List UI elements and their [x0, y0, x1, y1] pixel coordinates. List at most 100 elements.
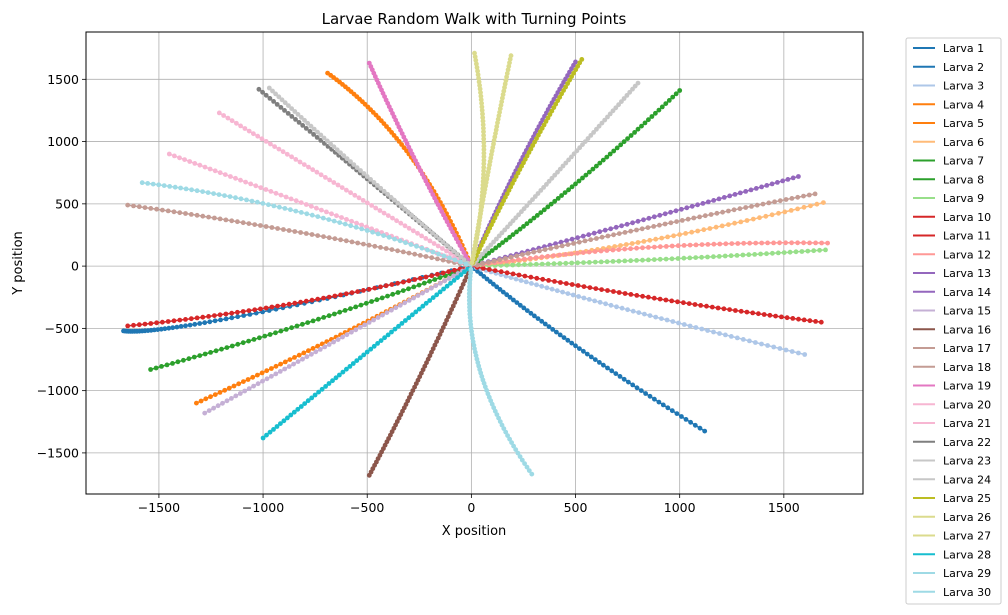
series-point: [389, 282, 395, 287]
series-point: [416, 218, 421, 224]
series-point: [603, 301, 608, 307]
series-point: [647, 313, 653, 318]
series-point: [332, 236, 338, 242]
series-point: [423, 274, 429, 280]
series-point: [557, 261, 563, 266]
x-tick-label: −1500: [138, 500, 180, 515]
series-point: [679, 218, 685, 223]
legend-item: Larva 4: [913, 98, 984, 111]
series-point: [564, 238, 569, 244]
series-point: [621, 96, 627, 101]
series-point: [711, 198, 717, 203]
series-point: [674, 411, 680, 416]
series-point: [653, 110, 658, 116]
series-point: [799, 249, 805, 254]
series-point: [468, 267, 474, 272]
series-point: [494, 124, 500, 129]
series-point: [557, 94, 563, 100]
series-point: [662, 211, 668, 217]
series-10: [471, 264, 824, 325]
series-point: [293, 208, 299, 214]
series-point: [364, 228, 370, 233]
series-point: [380, 312, 385, 318]
series-point: [557, 252, 562, 258]
series-point: [437, 332, 443, 337]
series-point: [326, 235, 332, 241]
series-point: [266, 202, 271, 208]
series-point: [187, 322, 193, 328]
series-point: [319, 386, 325, 392]
series-point: [590, 166, 596, 172]
series-point: [728, 253, 734, 259]
series-point: [442, 278, 448, 284]
series-point: [659, 104, 665, 110]
series-point: [628, 228, 634, 234]
series-point: [410, 312, 415, 318]
series-point: [402, 206, 408, 212]
series-point: [263, 224, 269, 229]
series-point: [627, 89, 633, 95]
series-point: [517, 454, 523, 459]
legend-label: Larva 20: [943, 398, 991, 411]
series-point: [635, 126, 641, 132]
series-point: [312, 392, 318, 398]
series-point: [721, 195, 727, 200]
series-point: [819, 240, 824, 246]
series-point: [609, 368, 615, 374]
series-point: [400, 249, 406, 255]
series-point: [763, 213, 769, 219]
series-point: [234, 120, 239, 126]
series-point: [514, 253, 520, 259]
series-point: [188, 212, 194, 217]
series-point: [419, 221, 425, 227]
legend-item: Larva 11: [913, 230, 991, 243]
series-point: [279, 97, 285, 103]
series-point: [785, 177, 791, 182]
series-point: [281, 418, 287, 424]
series-point: [580, 233, 586, 239]
series-point: [398, 203, 404, 209]
series-point: [160, 207, 165, 213]
series-point: [477, 86, 483, 92]
series-point: [670, 94, 676, 100]
series-line: [471, 201, 824, 267]
series-point: [732, 220, 737, 226]
series-point: [466, 294, 472, 300]
series-point: [298, 115, 304, 120]
legend-item: Larva 24: [913, 473, 991, 486]
series-point: [357, 355, 363, 361]
y-tick-label: −1000: [37, 383, 79, 398]
series-point: [423, 224, 428, 230]
series-point: [528, 310, 534, 316]
series-point: [273, 91, 278, 97]
series-point: [728, 334, 734, 339]
series-point: [251, 337, 257, 342]
series-point: [333, 375, 339, 381]
series-point: [228, 174, 233, 179]
series-point: [681, 322, 687, 327]
series-point: [480, 266, 486, 271]
series-point: [580, 175, 585, 181]
series-point: [366, 320, 372, 325]
series-point: [467, 315, 473, 320]
series-point: [301, 162, 307, 168]
series-point: [194, 212, 200, 218]
series-point: [524, 464, 530, 470]
series-point: [501, 426, 507, 431]
series-point: [343, 238, 349, 244]
series-point: [705, 199, 711, 205]
series-point: [406, 278, 412, 284]
series-point: [503, 237, 509, 243]
series-point: [316, 389, 321, 395]
series-point: [481, 161, 487, 167]
series-point: [375, 183, 380, 188]
series-point: [656, 399, 662, 405]
series-point: [647, 237, 653, 243]
series-point: [691, 215, 697, 221]
legend-item: Larva 30: [913, 586, 991, 599]
series-point: [657, 222, 662, 228]
series-point: [636, 310, 642, 315]
series-point: [711, 329, 716, 335]
series-point: [531, 249, 537, 255]
series-point: [529, 281, 534, 286]
